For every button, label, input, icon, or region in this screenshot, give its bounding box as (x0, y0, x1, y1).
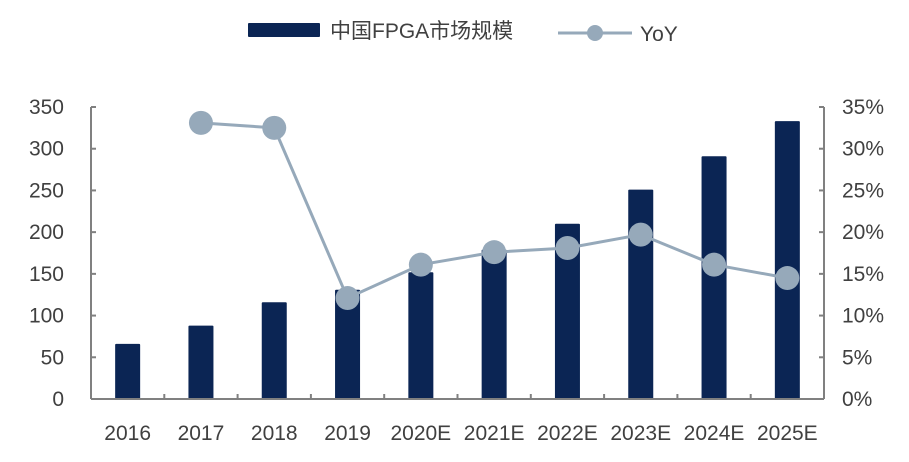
bar-2022E (554, 223, 580, 399)
bar-2023E (628, 189, 654, 399)
x-axis: 2016 2017 2018 2019 2020E 2021E 2022E 2023E 2024… (91, 394, 824, 445)
x-axis-tick-label: 2019 (324, 422, 371, 445)
yoy-marker (555, 235, 580, 260)
bar-2021E (481, 249, 507, 399)
left-axis: 0 50 100 150 200 250 300 350 (29, 96, 96, 411)
left-axis-tick-label: 200 (29, 221, 64, 244)
legend-bar-swatch (248, 23, 320, 37)
legend-marker-icon (587, 25, 603, 41)
x-axis-tick-label: 2017 (178, 422, 225, 445)
yoy-line-series (188, 110, 800, 311)
left-axis-tick-label: 0 (52, 388, 64, 411)
right-axis-tick-label: 5% (842, 346, 872, 369)
right-axis-tick-label: 15% (842, 263, 884, 286)
bar-2024E (701, 156, 727, 399)
left-axis-tick-label: 50 (41, 346, 64, 369)
x-axis-tick-label: 2022E (537, 422, 598, 445)
left-axis-tick-label: 350 (29, 96, 64, 119)
x-axis-tick-label: 2021E (464, 422, 525, 445)
legend-label-yoy: YoY (640, 23, 678, 46)
bar-2019 (335, 289, 361, 399)
yoy-marker (408, 252, 433, 277)
bar-2020E (408, 272, 434, 399)
yoy-marker (775, 266, 800, 291)
left-axis-tick-label: 250 (29, 179, 64, 202)
right-axis: 0% 5% 10% 15% 20% 25% 30% 35% (819, 96, 884, 411)
left-axis-tick-label: 150 (29, 263, 64, 286)
x-axis-tick-label: 2024E (684, 422, 745, 445)
legend-label-market-size: 中国FPGA市场规模 (330, 20, 513, 43)
right-axis-tick-label: 0% (842, 388, 872, 411)
right-axis-tick-label: 20% (842, 221, 884, 244)
yoy-marker (482, 240, 507, 265)
x-axis-tick-label: 2016 (104, 422, 151, 445)
yoy-marker (188, 110, 213, 135)
right-axis-tick-label: 25% (842, 179, 884, 202)
left-axis-tick-label: 100 (29, 305, 64, 328)
bar-2018 (261, 302, 287, 399)
legend: 中国FPGA市场规模 YoY (248, 20, 678, 46)
x-axis-tick-label: 2025E (757, 422, 818, 445)
yoy-marker (628, 222, 653, 247)
bar-2016 (115, 343, 141, 399)
yoy-marker (335, 286, 360, 311)
left-axis-tick-label: 300 (29, 138, 64, 161)
x-axis-tick-label: 2020E (390, 422, 451, 445)
x-axis-tick-label: 2018 (251, 422, 298, 445)
bar-series (115, 121, 800, 399)
right-axis-tick-label: 35% (842, 96, 884, 119)
right-axis-tick-label: 30% (842, 138, 884, 161)
bar-2017 (188, 325, 214, 399)
x-axis-tick-label: 2023E (610, 422, 671, 445)
yoy-marker (702, 252, 727, 277)
bar-2025E (774, 121, 800, 399)
yoy-marker (262, 115, 287, 140)
right-axis-tick-label: 10% (842, 305, 884, 328)
